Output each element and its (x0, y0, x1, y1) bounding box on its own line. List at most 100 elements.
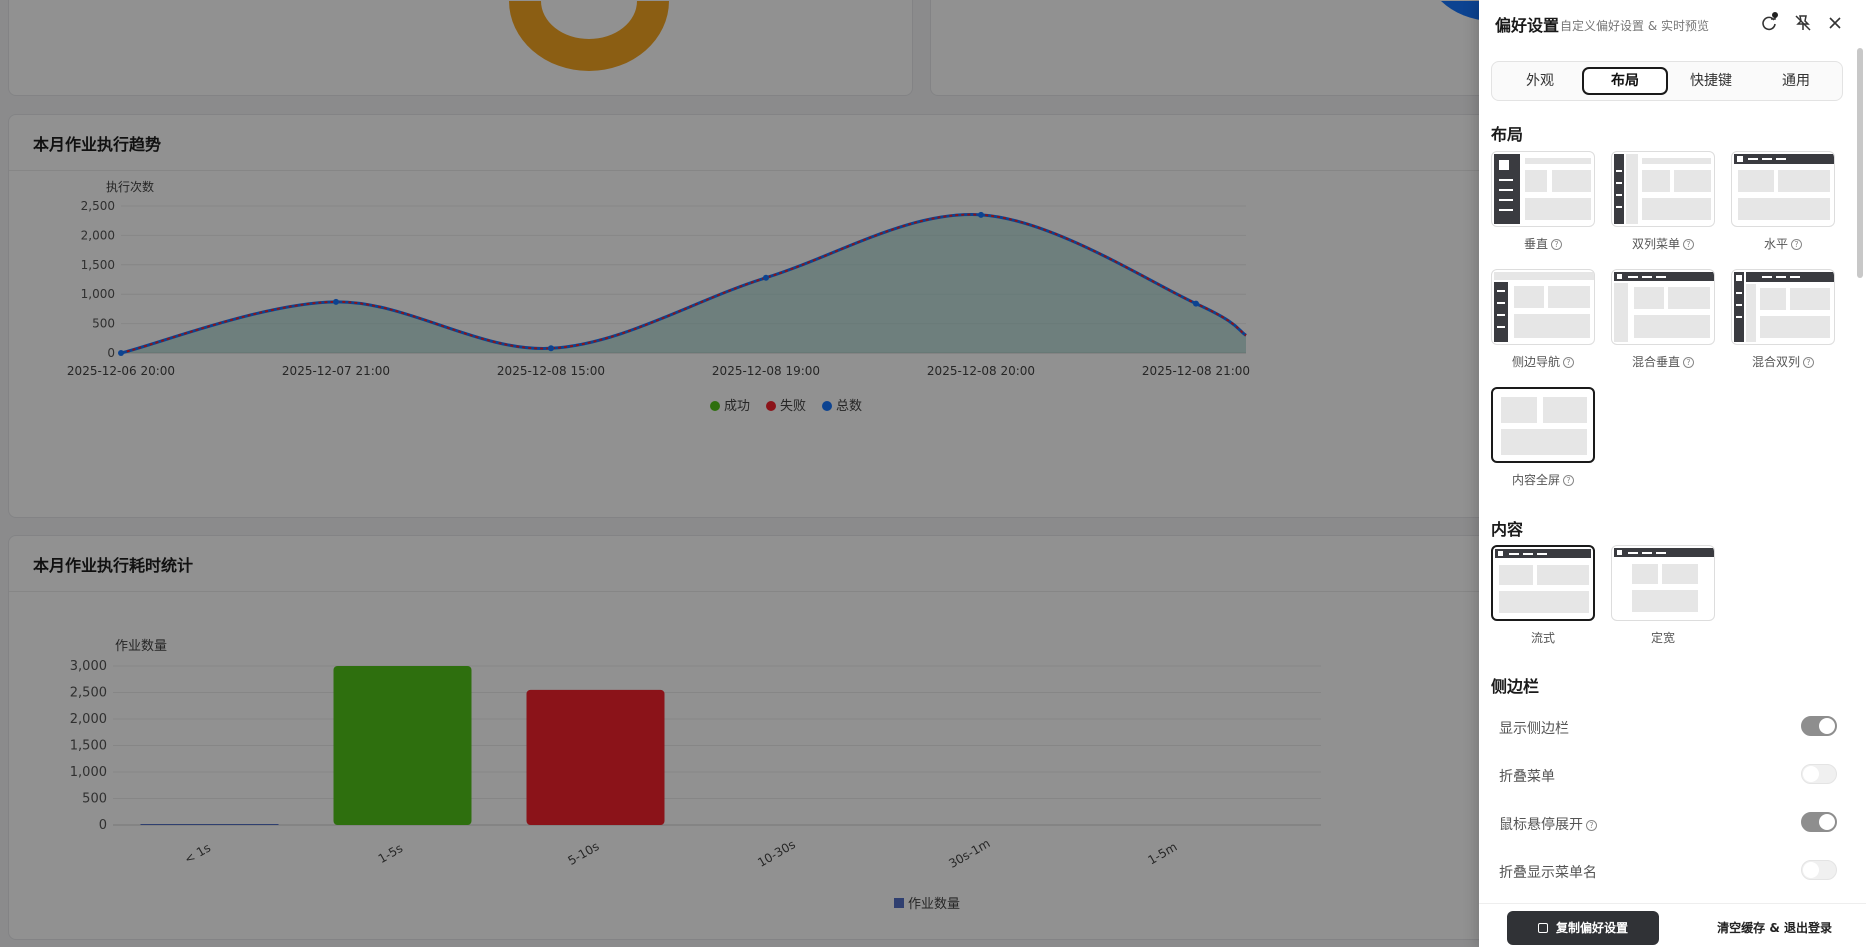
layout-option-double-column[interactable]: 双列菜单? (1611, 151, 1715, 253)
x-tick-label: 2025-12-08 20:00 (927, 364, 1035, 378)
x-tick-label: 2025-12-08 19:00 (712, 364, 820, 378)
layout-fullscreen-preview (1491, 387, 1595, 463)
help-icon[interactable]: ? (1563, 475, 1574, 486)
layout-option-label: 垂直 (1523, 237, 1548, 251)
tab-shortcuts[interactable]: 快捷键 (1690, 73, 1732, 89)
layout-horizontal-preview (1731, 151, 1835, 227)
legend-label: 成功 (724, 399, 750, 414)
toggle-knob (1819, 718, 1835, 734)
card-title: 本月作业执行耗时统计 (33, 556, 194, 575)
drawer-footer: 复制偏好设置 清空缓存 & 退出登录 (1479, 903, 1866, 947)
data-point (1193, 300, 1199, 307)
clear-cache-logout-button[interactable]: 清空缓存 & 退出登录 (1717, 921, 1832, 935)
collapse-show-name-toggle[interactable] (1801, 860, 1837, 880)
help-icon[interactable]: ? (1683, 357, 1694, 368)
execution-trend-chart: 执行次数 2,500 2,000 1,500 1,000 500 0 2025-12-06 2… (67, 179, 1250, 414)
copy-preferences-button[interactable]: 复制偏好设置 (1507, 911, 1659, 945)
pie-chart-partial (1441, 1, 1491, 21)
collapse-menu-toggle[interactable] (1801, 764, 1837, 784)
help-icon[interactable]: ? (1563, 357, 1574, 368)
legend-marker (766, 401, 776, 411)
layout-option-horizontal[interactable]: 水平? (1731, 151, 1835, 253)
layout-option-vertical[interactable]: 垂直? (1491, 151, 1595, 253)
y-tick-label: 2,500 (81, 199, 115, 213)
reset-indicator-dot (1772, 12, 1778, 18)
content-option-fixed[interactable]: 定宽 (1611, 545, 1715, 647)
copy-preferences-label: 复制偏好设置 (1555, 921, 1628, 935)
legend-marker (822, 401, 832, 411)
help-icon[interactable]: ? (1683, 239, 1694, 250)
y-tick-label: 1,500 (70, 739, 107, 754)
setting-row-hover-expand: 鼠标悬停展开? (1499, 811, 1839, 835)
layout-option-mixed-double[interactable]: 混合双列? (1731, 269, 1835, 371)
layout-option-label: 混合垂直 (1631, 355, 1680, 369)
y-tick-label: 500 (92, 317, 115, 331)
bar (333, 666, 472, 825)
refresh-icon[interactable] (1758, 12, 1780, 34)
data-point (978, 211, 984, 218)
preferences-drawer: 偏好设置 自定义偏好设置 & 实时预览 外观 布局 快捷键 通用 布局 (1479, 0, 1866, 947)
setting-label: 显示侧边栏 (1499, 721, 1569, 737)
x-tick-label: 2025-12-07 21:00 (282, 364, 390, 378)
layout-option-label: 混合双列 (1751, 355, 1800, 369)
preferences-tabs: 外观 布局 快捷键 通用 (1491, 61, 1843, 101)
data-point (763, 274, 769, 281)
sidebar-section-title: 侧边栏 (1491, 677, 1540, 696)
execution-duration-card: 本月作业执行耗时统计 作业数量 3,000 2,500 2,000 1,500 1,000… (8, 535, 1528, 940)
setting-label: 折叠显示菜单名 (1499, 865, 1597, 881)
legend-marker (710, 401, 720, 411)
card-title: 本月作业执行趋势 (33, 135, 162, 154)
help-icon[interactable]: ? (1551, 239, 1562, 250)
content-section-title: 内容 (1491, 520, 1524, 539)
top-right-card (930, 0, 1491, 96)
y-tick-label: 0 (99, 818, 107, 833)
help-icon[interactable]: ? (1803, 357, 1814, 368)
content-fluid-preview (1491, 545, 1595, 621)
y-tick-label: 2,000 (70, 712, 107, 727)
close-icon[interactable] (1824, 12, 1846, 34)
setting-row-show-sidebar: 显示侧边栏 (1499, 715, 1839, 739)
layout-option-label: 侧边导航 (1511, 355, 1560, 369)
legend-label: 作业数量 (908, 897, 960, 912)
x-tick-label: 2025-12-06 20:00 (67, 364, 175, 378)
bar (140, 824, 279, 825)
data-point (548, 345, 554, 352)
layout-vertical-preview (1491, 151, 1595, 227)
toggle-knob (1819, 814, 1835, 830)
setting-label: 鼠标悬停展开 (1499, 817, 1583, 833)
toggle-knob (1803, 766, 1819, 782)
x-tick-label: 2025-12-08 15:00 (497, 364, 605, 378)
content-option-label: 流式 (1530, 631, 1555, 645)
card-divider (9, 591, 1527, 592)
help-icon[interactable]: ? (1791, 239, 1802, 250)
bar (526, 689, 665, 825)
y-tick-label: 1,500 (81, 258, 115, 272)
y-tick-label: 500 (82, 792, 107, 807)
content-option-fluid[interactable]: 流式 (1491, 545, 1595, 647)
content-option-label: 定宽 (1650, 631, 1675, 645)
y-tick-label: 1,000 (70, 765, 107, 780)
copy-icon (1537, 923, 1548, 933)
help-icon[interactable]: ? (1586, 820, 1597, 831)
donut-chart-partial (509, 1, 669, 71)
area-fill (121, 214, 1246, 353)
layout-option-fullscreen-content[interactable]: 内容全屏? (1491, 387, 1595, 489)
y-tick-label: 0 (107, 346, 115, 360)
tab-appearance[interactable]: 外观 (1526, 73, 1554, 89)
legend-label: 失败 (780, 399, 806, 414)
show-sidebar-toggle[interactable] (1801, 716, 1837, 736)
layout-option-label: 双列菜单 (1631, 237, 1680, 251)
layout-option-sidebar-nav[interactable]: 侧边导航? (1491, 269, 1595, 371)
content-fixed-preview (1611, 545, 1715, 621)
layout-mixed-vertical-preview (1611, 269, 1715, 345)
y-tick-label: 1,000 (81, 287, 115, 301)
pin-off-icon[interactable] (1792, 12, 1814, 34)
x-tick-label: 2025-12-08 21:00 (1142, 364, 1250, 378)
setting-row-collapse-menu: 折叠菜单 (1499, 763, 1839, 787)
tab-general[interactable]: 通用 (1782, 73, 1810, 89)
drawer-scrollbar[interactable] (1857, 48, 1863, 278)
hover-expand-toggle[interactable] (1801, 812, 1837, 832)
tab-layout[interactable]: 布局 (1582, 67, 1668, 95)
layout-option-mixed-vertical[interactable]: 混合垂直? (1611, 269, 1715, 371)
